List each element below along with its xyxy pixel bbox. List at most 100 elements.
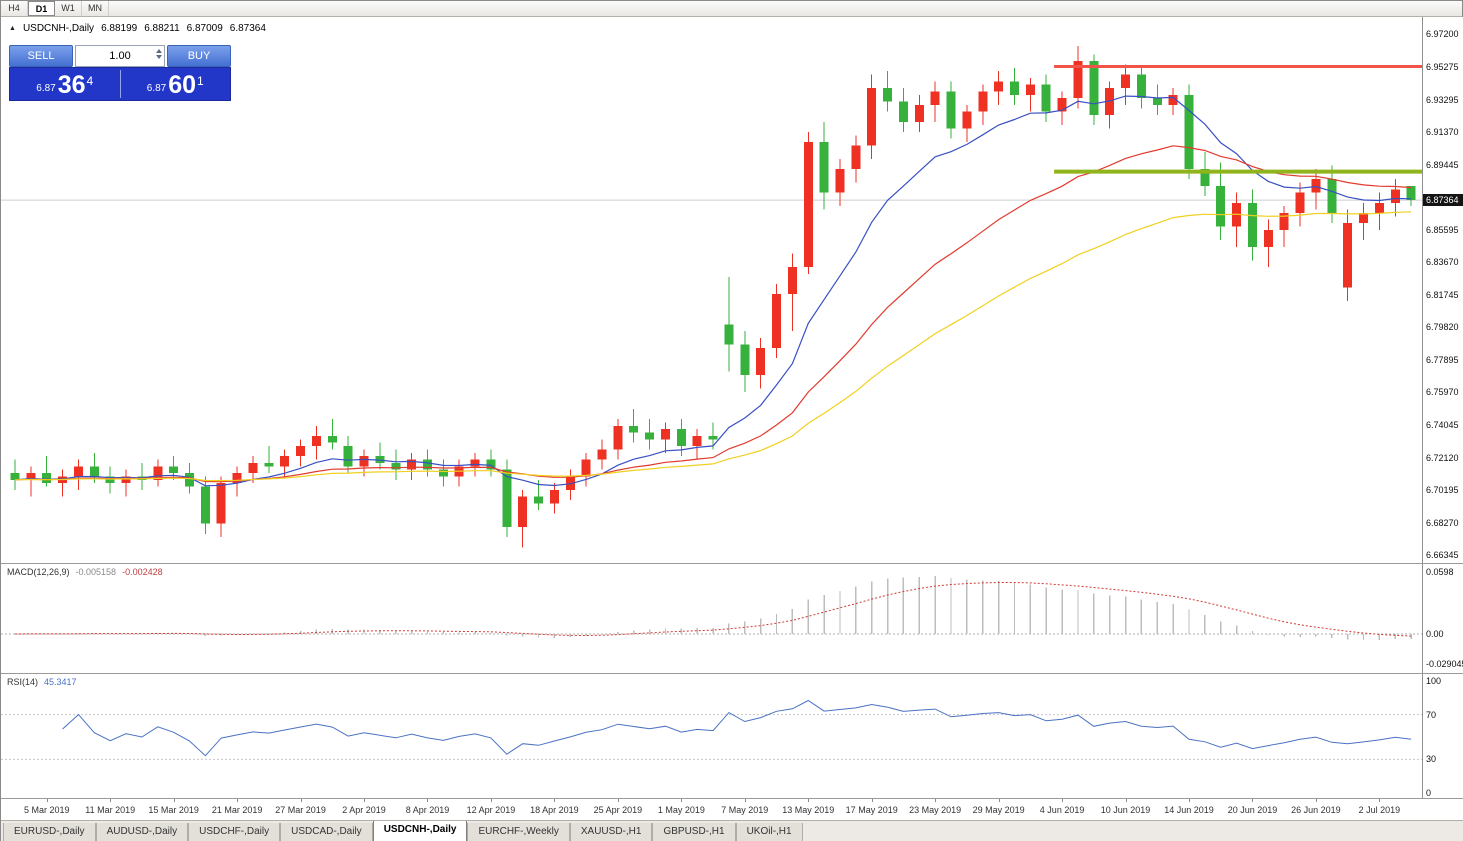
macd-axis-label: 0.00 [1426,629,1444,639]
date-tick-label: 27 Mar 2019 [275,805,326,815]
price-axis-label: 6.74045 [1426,419,1459,430]
ma-fast-blue [14,95,1412,487]
macd-header: MACD(12,26,9) -0.005158 -0.002428 [7,567,163,577]
date-tick-label: 7 May 2019 [721,805,769,815]
date-tick-mark [681,799,683,802]
chart-tab-gbpusd-h1[interactable]: GBPUSD-,H1 [652,823,736,841]
macd-axis[interactable]: 0.0598 0.00 -0.029045 [1422,564,1463,673]
candles [10,45,1416,548]
chart-tab-eurusd-daily[interactable]: EURUSD-,Daily [3,823,96,841]
date-axis[interactable]: 5 Mar 2019 11 Mar 2019 15 Mar 2019 21 Mar 2… [1,799,1463,820]
moving-average-lines [14,95,1412,487]
price-axis-label: 6.95275 [1426,61,1459,72]
timeframe-button-w1[interactable]: W1 [55,1,82,16]
chart-tab-usdcnh-daily[interactable]: USDCNH-,Daily [372,821,468,841]
macd-axis-label: 0.0598 [1426,567,1454,577]
price-axis-label: 6.83670 [1426,257,1459,268]
date-tick-mark [998,799,1000,802]
timeframe-button-d1[interactable]: D1 [28,1,55,16]
price-axis-label: 6.91370 [1426,127,1459,138]
rsi-line [62,699,1412,757]
buy-price-prefix: 6.87 [146,83,167,94]
rsi-chart-canvas[interactable] [1,674,1422,798]
price-axis-label: 6.66345 [1426,550,1459,561]
date-tick-mark [490,799,492,802]
price-axis-label: 6.70195 [1426,485,1459,495]
price-axis-label: 6.93295 [1426,94,1459,105]
bid-ask-display: 6.87 36 4 6.87 60 1 [9,67,231,101]
macd-value: -0.005158 [75,567,117,577]
rsi-title: RSI(14) [7,677,39,687]
one-click-collapse-icon[interactable]: ▲ [9,25,16,32]
chart-tab-eurchf-weekly[interactable]: EURCHF-,Weekly [467,823,570,841]
candlestick-chart-canvas[interactable] [1,17,1422,563]
main-chart-pane[interactable]: ▲ USDCNH-,Daily 6.88199 6.88211 6.87009 … [1,17,1422,563]
rsi-pane[interactable]: RSI(14) 45.3417 [1,674,1422,798]
volume-spinner[interactable] [156,49,162,59]
date-tick-mark [808,799,810,802]
price-axis[interactable]: 6.97200 6.95275 6.93295 6.91370 6.89445 6.855… [1422,17,1463,563]
date-tick-mark [554,799,556,802]
buy-button[interactable]: BUY [167,45,231,67]
date-tick-label: 1 May 2019 [657,805,705,815]
date-tick-label: 26 Jun 2019 [1291,805,1341,815]
date-tick-mark [617,799,619,802]
date-tick-label: 18 Apr 2019 [530,805,579,815]
timeframe-button-h4[interactable]: H4 [1,1,28,16]
timeframe-button-mn[interactable]: MN [82,1,109,16]
buy-price-pipette: 1 [197,74,204,88]
rsi-axis-label: 100 [1426,676,1442,686]
down-arrow-icon[interactable] [156,55,162,59]
chart-header: ▲ USDCNH-,Daily 6.88199 6.88211 6.87009 … [9,23,266,34]
chart-tab-ukoil-h1[interactable]: UKOil-,H1 [735,823,803,841]
chart-tab-bar: EURUSD-,Daily AUDUSD-,Daily USDCHF-,Daily U… [1,820,1463,841]
one-click-trade-panel: SELL 1.00 BUY 6.87 36 4 6. [9,45,231,101]
date-tick-label: 12 Apr 2019 [466,805,516,815]
rsi-axis-label: 0 [1426,788,1432,798]
chart-tab-usdcad-daily[interactable]: USDCAD-,Daily [280,823,373,841]
date-tick-label: 10 Jun 2019 [1100,805,1151,815]
ohlc-high-value: 6.88211 [144,23,180,34]
chart-tab-audusd-daily[interactable]: AUDUSD-,Daily [95,823,189,841]
price-axis-label: 6.72120 [1426,452,1459,463]
macd-chart-canvas[interactable] [1,564,1422,673]
rsi-axis-label: 70 [1426,709,1437,720]
price-axis-label: 6.77895 [1426,354,1459,365]
ohlc-low-value: 6.87009 [186,23,223,34]
price-axis-label: 6.81745 [1426,289,1459,300]
buy-price-big-digits: 60 [168,71,197,99]
date-tick-mark [1189,799,1190,802]
macd-pane[interactable]: MACD(12,26,9) -0.005158 -0.002428 [1,564,1422,673]
sell-price-display[interactable]: 6.87 36 4 [10,68,120,100]
date-tick-mark [364,799,366,802]
date-tick-label: 25 Apr 2019 [593,805,643,815]
date-tick-mark [173,799,175,802]
price-axis-label: 6.68270 [1426,517,1459,528]
date-tick-mark [46,799,48,802]
volume-input[interactable]: 1.00 [75,45,165,67]
date-tick-mark [744,799,746,802]
pane-splitter[interactable] [1,563,1463,564]
date-tick-label: 14 Jun 2019 [1164,805,1214,815]
volume-value: 1.00 [109,50,131,62]
pane-splitter[interactable] [1,798,1463,799]
date-tick-label: 2 Jul 2019 [1358,805,1401,815]
chart-tab-usdchf-daily[interactable]: USDCHF-,Daily [188,823,281,841]
up-arrow-icon[interactable] [156,49,162,53]
sell-price-pipette: 4 [86,74,94,88]
date-tick-mark [427,799,429,802]
buy-price-display[interactable]: 6.87 60 1 [121,68,231,100]
sell-button[interactable]: SELL [9,45,73,67]
chart-tab-xauusd-h1[interactable]: XAUUSD-,H1 [569,823,653,841]
pane-splitter[interactable] [1,673,1463,674]
date-tick-mark [1315,799,1317,802]
date-tick-mark [1125,799,1127,802]
price-axis-label: 6.79820 [1426,322,1459,333]
date-tick-label: 5 Mar 2019 [23,805,70,815]
ma-slow-yellow [14,211,1412,482]
date-tick-label: 21 Mar 2019 [211,805,263,815]
rsi-axis[interactable]: 100 70 30 0 [1422,674,1463,798]
price-axis-label: 6.85595 [1426,224,1459,235]
date-tick-label: 29 May 2019 [972,805,1025,815]
